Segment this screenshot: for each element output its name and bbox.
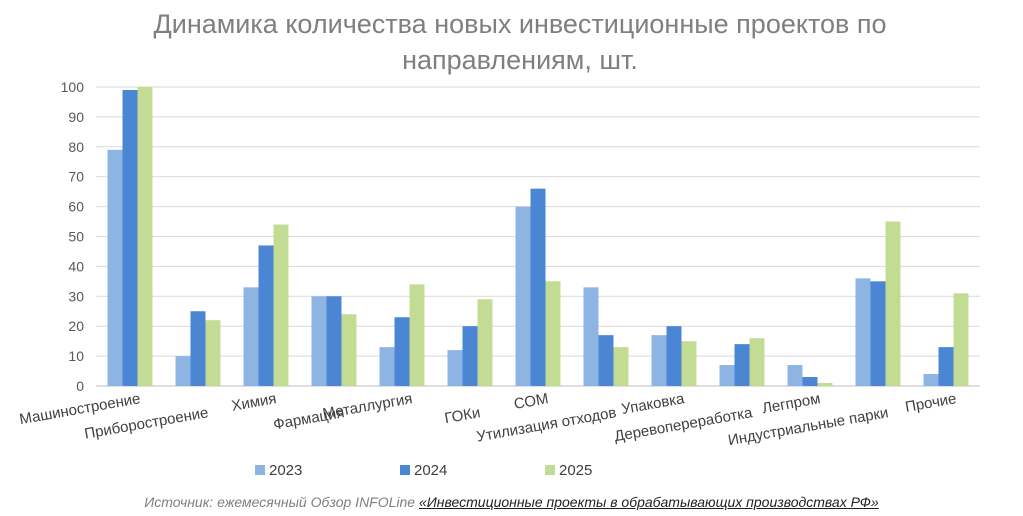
- bar: [311, 296, 327, 386]
- bar: [583, 287, 599, 386]
- legend-swatch: [400, 465, 410, 475]
- bar: [651, 335, 667, 386]
- y-tick-label: 0: [76, 378, 84, 394]
- legend-label: 2025: [559, 462, 592, 479]
- y-tick-label: 70: [68, 169, 84, 185]
- legend-swatch: [545, 465, 555, 475]
- bar: [749, 338, 765, 386]
- category-label: Металлургия: [321, 390, 413, 422]
- category-label: Утилизация отходов: [475, 404, 618, 445]
- bar: [137, 87, 153, 386]
- bar: [175, 356, 191, 386]
- y-tick-label: 50: [68, 229, 84, 245]
- bars: [107, 87, 969, 387]
- bar: [802, 377, 818, 386]
- bar: [681, 341, 697, 386]
- legend-swatch: [255, 465, 265, 475]
- bar: [243, 287, 259, 386]
- y-tick-label: 60: [68, 199, 84, 215]
- y-axis-ticks: 0 10 20 30 40 50 60 70 80 90 100: [61, 79, 85, 394]
- category-label: Прочие: [904, 390, 958, 416]
- bar: [855, 278, 871, 386]
- bar: [923, 374, 939, 386]
- bar: [613, 347, 629, 386]
- bar: [190, 311, 206, 386]
- source-note: Источник: ежемесячный Обзор INFOLine «Ин…: [0, 494, 1023, 510]
- y-tick-label: 80: [68, 139, 84, 155]
- bar: [817, 383, 833, 386]
- bar: [953, 293, 969, 386]
- category-label: Легпром: [761, 390, 822, 417]
- bar: [666, 326, 682, 386]
- bar: [379, 347, 395, 386]
- bar: [122, 89, 138, 387]
- category-label: СОМ: [513, 390, 550, 413]
- bar: [326, 296, 342, 386]
- bar: [787, 365, 803, 386]
- category-label: Упаковка: [620, 390, 686, 418]
- category-label: ГОКи: [443, 404, 481, 427]
- bar: [205, 320, 221, 386]
- bar: [462, 326, 478, 386]
- bar: [938, 347, 954, 386]
- legend-label: 2023: [269, 462, 302, 479]
- source-link[interactable]: «Инвестиционные проекты в обрабатывающих…: [418, 494, 879, 510]
- y-tick-label: 40: [68, 258, 84, 274]
- category-labels: МашиностроениеПриборостроениеХимияФармац…: [18, 390, 958, 449]
- bar: [107, 149, 123, 386]
- bar: [477, 299, 493, 386]
- bar: [447, 350, 463, 386]
- y-tick-label: 100: [61, 79, 85, 95]
- bar: [719, 365, 735, 386]
- bar: [273, 224, 289, 386]
- bar: [341, 314, 357, 386]
- y-tick-label: 20: [68, 318, 84, 334]
- legend-label: 2024: [414, 462, 447, 479]
- chart-title-line-2: направлениям, шт.: [402, 45, 638, 75]
- category-label: Химия: [230, 390, 277, 415]
- bar: [885, 221, 901, 386]
- bar: [870, 281, 886, 386]
- bar: [734, 344, 750, 386]
- legend: 2023 2024 2025: [255, 462, 592, 479]
- source-prefix: Источник: ежемесячный Обзор INFOLine: [144, 494, 419, 510]
- y-tick-label: 10: [68, 348, 84, 364]
- bar: [394, 317, 410, 386]
- bar: [258, 245, 274, 386]
- bar: [409, 284, 425, 386]
- chart-title-line-1: Динамика количества новых инвестиционные…: [153, 9, 887, 39]
- bar: [530, 188, 546, 386]
- bar: [598, 335, 614, 386]
- bar: [515, 206, 531, 386]
- y-tick-label: 90: [68, 109, 84, 125]
- y-tick-label: 30: [68, 288, 84, 304]
- bar: [545, 281, 561, 386]
